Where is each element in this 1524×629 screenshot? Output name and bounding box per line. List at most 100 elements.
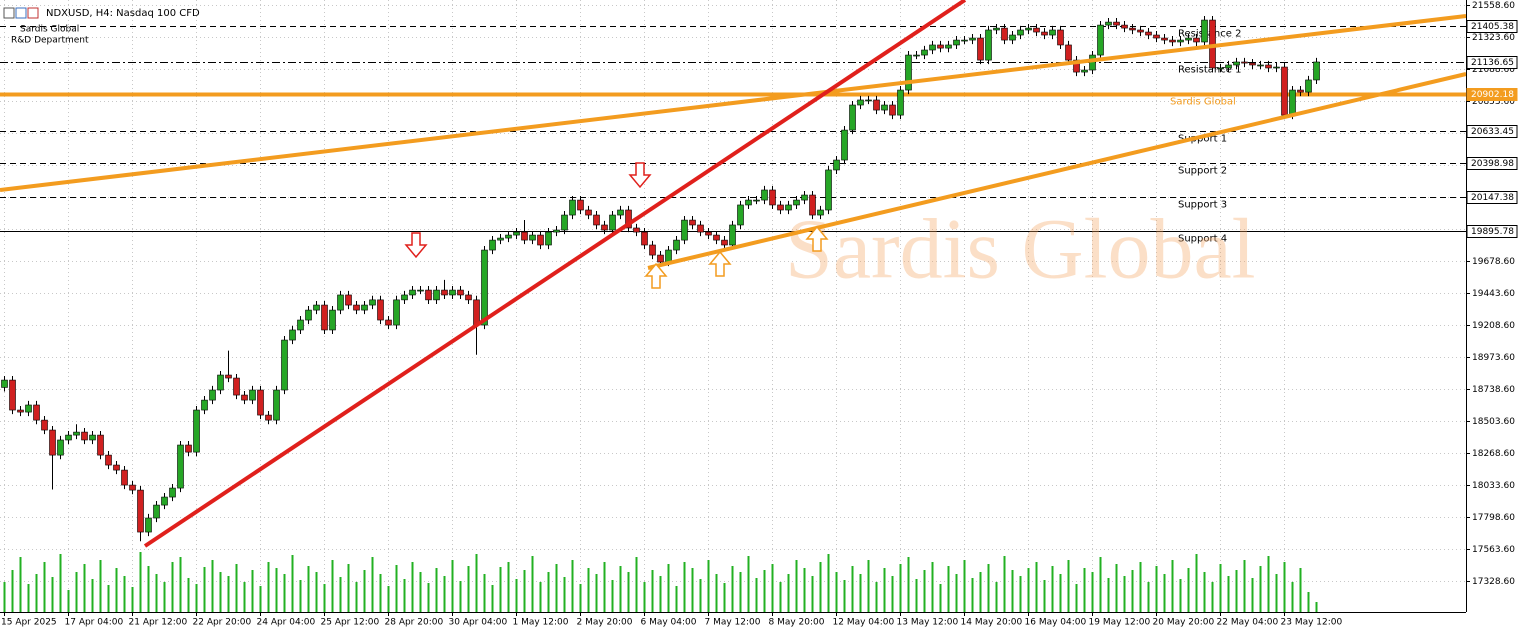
candle-body	[529, 234, 536, 241]
candle-body	[521, 231, 528, 241]
candle-body	[857, 99, 864, 106]
x-tick-label: 12 May 04:00	[833, 618, 895, 628]
y-tick-label: 17798.60	[1472, 513, 1515, 523]
x-tick-label: 22 Apr 20:00	[193, 618, 252, 628]
candle-body	[1145, 31, 1152, 36]
candle-body	[881, 104, 888, 111]
y-tick-label: 18973.60	[1472, 353, 1515, 363]
candle-body	[985, 29, 992, 61]
candle-body	[865, 99, 872, 102]
y-tick-label: 20853.60	[1472, 97, 1515, 107]
candle-body	[1137, 29, 1144, 33]
candle-body	[1297, 89, 1304, 93]
candle-body	[1225, 64, 1232, 69]
candle-body	[89, 434, 96, 441]
candle-body	[873, 99, 880, 111]
candle-body	[225, 374, 232, 379]
candle-body	[681, 219, 688, 241]
candle-body	[809, 194, 816, 216]
subtitle: Sardis Global	[20, 25, 79, 35]
candle-body	[825, 169, 832, 211]
x-tick-label: 20 May 20:00	[1153, 618, 1215, 628]
candle-body	[473, 299, 480, 326]
candle-body	[1313, 61, 1320, 81]
candle-body	[377, 299, 384, 321]
candle-body	[969, 37, 976, 41]
x-tick-label: 19 May 12:00	[1089, 618, 1151, 628]
price-box	[1466, 191, 1518, 204]
icon	[27, 7, 39, 19]
candle-body	[1241, 61, 1248, 64]
price-box	[1466, 56, 1518, 69]
candle-body	[1281, 66, 1288, 116]
candle-body	[1009, 34, 1016, 41]
x-tick-label: 7 May 12:00	[705, 618, 761, 628]
y-tick-label: 21323.60	[1472, 33, 1515, 43]
level-label: Support 1	[1178, 134, 1227, 145]
candle-body	[97, 434, 104, 456]
candle-body	[569, 199, 576, 216]
candle-body	[121, 469, 128, 486]
price-label: 20398.98	[1471, 159, 1514, 169]
candle-body	[73, 431, 80, 436]
down-arrow	[404, 232, 428, 259]
chart-title: NDXUSD, H4: Nasdaq 100 CFD	[46, 8, 200, 19]
up-arrow	[708, 250, 732, 277]
candle-body	[609, 214, 616, 231]
candle-body	[497, 237, 504, 241]
candle-body	[1001, 27, 1008, 41]
candle-body	[937, 44, 944, 49]
x-tick-label: 13 May 12:00	[897, 618, 959, 628]
candle-body	[665, 249, 672, 263]
candle-body	[601, 224, 608, 231]
candle-body	[1289, 89, 1296, 116]
candle-body	[1057, 29, 1064, 46]
candle-body	[281, 339, 288, 391]
candle-body	[385, 319, 392, 326]
price-box	[1466, 225, 1518, 238]
candle-body	[433, 289, 440, 301]
candle-body	[273, 389, 280, 421]
x-tick-label: 1 May 12:00	[513, 618, 569, 628]
level-label: Sardis Global	[1170, 97, 1236, 108]
candle-body	[553, 229, 560, 233]
y-tick-label: 18268.60	[1472, 449, 1515, 459]
candle-body	[457, 289, 464, 296]
candle-body	[1233, 61, 1240, 66]
x-tick-label: 25 Apr 12:00	[321, 618, 380, 628]
price-box	[1466, 88, 1518, 101]
level-label: Support 2	[1178, 166, 1227, 177]
candle-body	[1017, 29, 1024, 36]
candle-body	[329, 309, 336, 331]
candle-body	[481, 249, 488, 326]
level-label: Support 4	[1178, 234, 1227, 245]
candle-body	[777, 204, 784, 211]
candle-body	[657, 254, 664, 263]
candle-body	[1081, 69, 1088, 73]
volumes	[3, 552, 1318, 612]
candle-body	[1, 379, 8, 388]
candle-body	[545, 231, 552, 246]
icon	[15, 7, 27, 19]
y-tick-label: 18738.60	[1472, 385, 1515, 395]
candle-body	[513, 231, 520, 236]
candle-body	[1249, 62, 1256, 66]
price-label: 20147.38	[1471, 193, 1514, 203]
candle-body	[921, 49, 928, 56]
candle-body	[161, 496, 168, 506]
candle-body	[361, 304, 368, 311]
candle-body	[897, 89, 904, 116]
candle-body	[705, 231, 712, 236]
candle-body	[633, 227, 640, 233]
candle-body	[793, 199, 800, 206]
candle-body	[1121, 24, 1128, 29]
candle-body	[241, 394, 248, 401]
candle-body	[1161, 37, 1168, 41]
candle-body	[889, 104, 896, 116]
candle-body	[1049, 29, 1056, 36]
candle-body	[1305, 79, 1312, 93]
candle-body	[729, 224, 736, 246]
candle-body	[33, 404, 40, 421]
x-tick-label: 8 May 20:00	[769, 618, 825, 628]
